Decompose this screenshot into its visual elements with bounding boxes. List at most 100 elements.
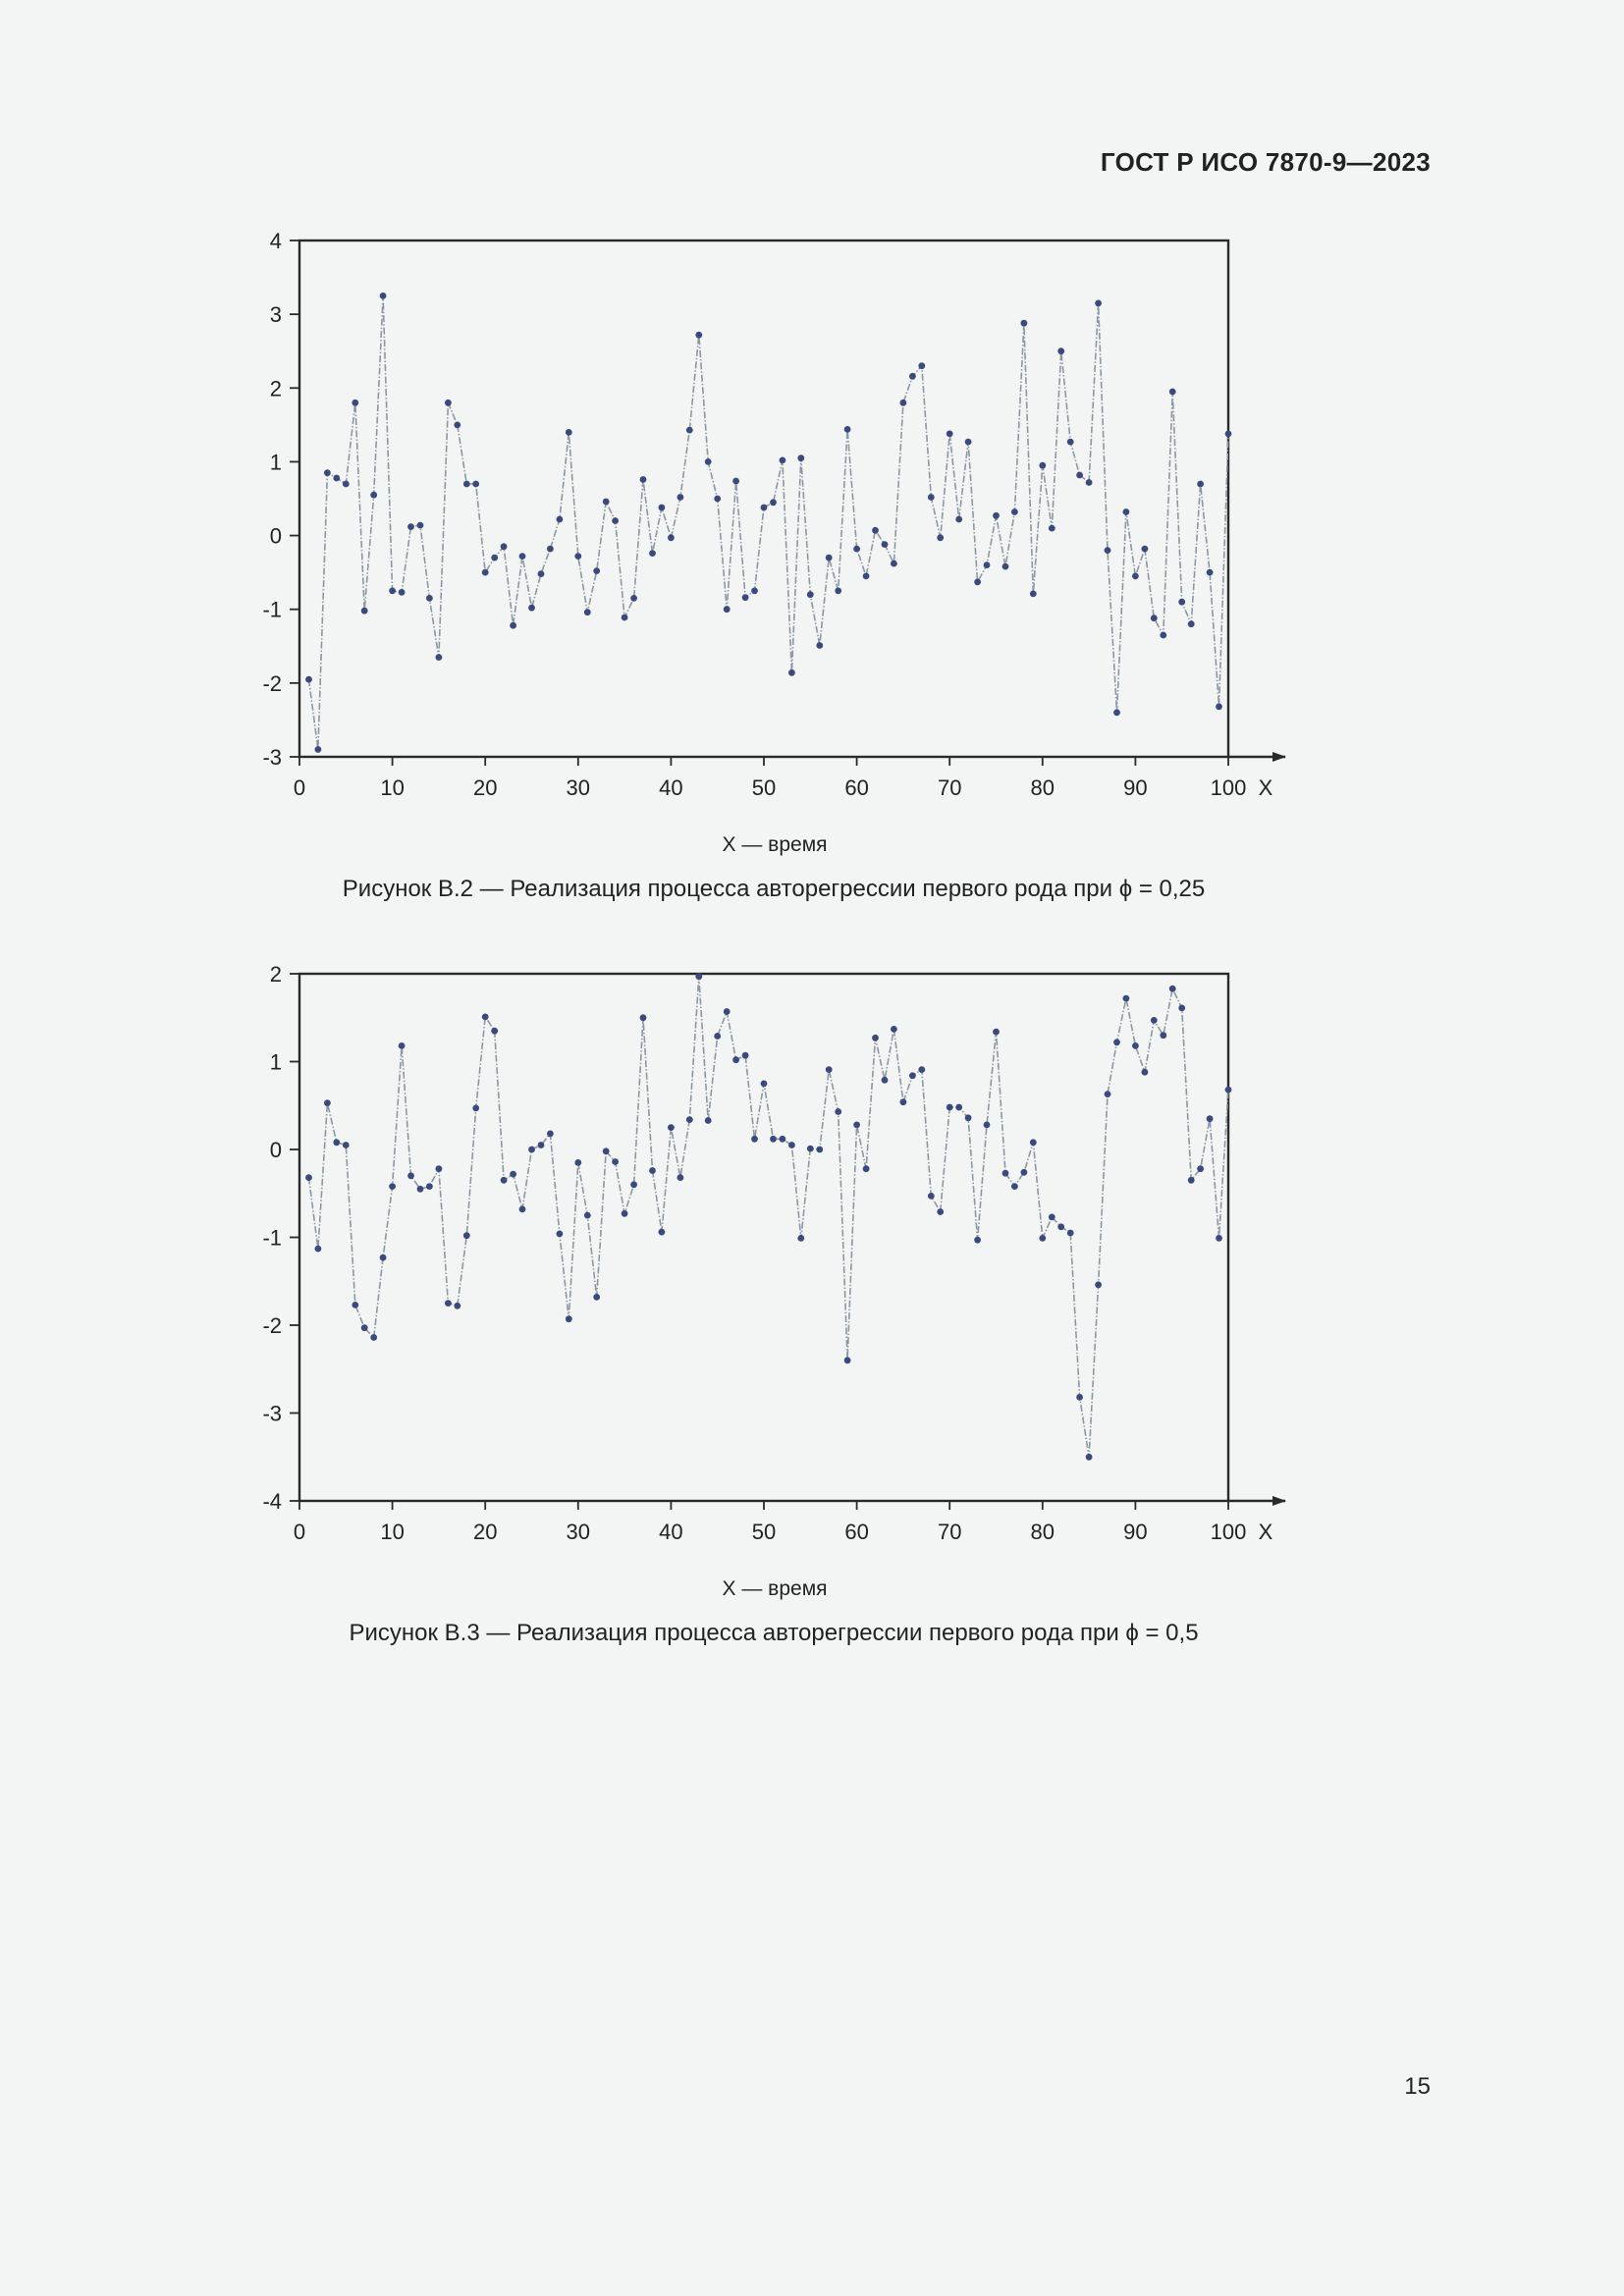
data-point xyxy=(685,426,693,434)
data-point xyxy=(1039,1235,1047,1242)
data-point xyxy=(937,534,945,542)
x-tick-label: 90 xyxy=(1123,1520,1147,1544)
y-tick-label: 1 xyxy=(270,450,282,474)
data-point xyxy=(407,1172,414,1180)
data-point xyxy=(389,587,396,595)
data-point xyxy=(983,1121,991,1129)
data-point xyxy=(891,560,897,567)
data-point xyxy=(964,1114,972,1122)
data-point xyxy=(1076,1394,1083,1401)
x-tick-label: 100 xyxy=(1211,1520,1247,1544)
data-point xyxy=(695,331,703,339)
x-tick-label: 50 xyxy=(752,1520,776,1544)
data-point xyxy=(1020,319,1028,327)
data-point xyxy=(416,521,424,529)
data-point xyxy=(779,1135,786,1143)
data-point xyxy=(639,476,647,483)
x-axis-letter: X xyxy=(1259,1520,1273,1544)
data-point xyxy=(955,1103,963,1111)
data-point xyxy=(481,568,489,576)
data-point xyxy=(621,1209,628,1217)
data-point xyxy=(760,504,768,511)
data-point xyxy=(583,1211,591,1219)
data-point xyxy=(1057,1223,1065,1231)
data-point xyxy=(1011,508,1018,515)
data-point xyxy=(872,526,879,534)
data-point xyxy=(342,1142,350,1148)
y-tick-label: 2 xyxy=(270,962,282,987)
data-point xyxy=(964,438,972,446)
data-point xyxy=(909,372,916,380)
data-point xyxy=(398,1042,406,1049)
data-point xyxy=(612,517,619,524)
data-point xyxy=(574,553,582,560)
data-point xyxy=(899,399,907,406)
data-point xyxy=(1150,614,1158,622)
data-point xyxy=(445,1300,452,1307)
data-point xyxy=(1122,994,1130,1002)
data-point xyxy=(1216,703,1222,711)
data-point xyxy=(723,606,731,614)
data-point xyxy=(324,1099,331,1106)
x-tick-label: 50 xyxy=(752,775,776,800)
data-point xyxy=(853,545,860,553)
y-tick-label: -3 xyxy=(262,745,282,770)
data-point xyxy=(891,1026,897,1033)
data-point xyxy=(649,1167,656,1174)
data-point xyxy=(537,570,545,577)
data-point xyxy=(974,1236,981,1244)
x-tick-label: 0 xyxy=(294,1520,305,1544)
data-point xyxy=(462,1232,470,1240)
data-point xyxy=(510,621,516,629)
x-tick-label: 20 xyxy=(473,1520,497,1544)
data-point xyxy=(732,477,739,485)
data-point xyxy=(853,1121,860,1129)
data-point xyxy=(797,1235,805,1242)
data-point xyxy=(1029,590,1037,598)
data-point xyxy=(1187,620,1195,628)
data-point xyxy=(714,495,722,503)
data-point xyxy=(677,494,684,501)
data-point xyxy=(1197,480,1204,488)
data-point xyxy=(843,426,851,433)
data-point xyxy=(1095,299,1102,307)
x-tick-label: 0 xyxy=(294,775,305,800)
x-axis-letter: X xyxy=(1259,775,1273,800)
x-tick-label: 80 xyxy=(1031,1520,1055,1544)
data-point xyxy=(685,1116,693,1123)
data-point xyxy=(1066,1229,1074,1237)
data-point xyxy=(547,1130,554,1138)
data-point xyxy=(937,1208,945,1215)
data-point xyxy=(612,1158,619,1165)
data-point xyxy=(816,1146,824,1153)
figure-caption: Рисунок В.2 — Реализация процесса авторе… xyxy=(343,876,1205,902)
x-tick-label: 70 xyxy=(938,1520,961,1544)
data-point xyxy=(630,1181,637,1189)
data-point xyxy=(602,1148,610,1155)
y-tick-label: -1 xyxy=(262,1226,282,1251)
data-point xyxy=(360,607,368,614)
y-tick-label: 0 xyxy=(270,1138,282,1162)
data-point xyxy=(862,572,870,580)
y-tick-label: -4 xyxy=(262,1489,282,1514)
data-point xyxy=(333,1139,341,1147)
data-point xyxy=(770,1135,777,1143)
data-point xyxy=(1011,1183,1018,1190)
x-axis-label: X — время xyxy=(723,1577,828,1600)
x-tick-label: 30 xyxy=(567,1520,590,1544)
data-point xyxy=(1085,1453,1093,1461)
data-point xyxy=(1206,568,1214,576)
data-point xyxy=(714,1033,722,1040)
data-point xyxy=(843,1357,851,1364)
data-point xyxy=(797,454,805,462)
data-point xyxy=(955,515,963,523)
figure-b3-chart: 210-1-2-3-40 10 20 30 40 50 60 70 80 90 100 XX — вр… xyxy=(262,962,1286,1646)
data-point xyxy=(565,429,572,436)
data-point xyxy=(872,1034,879,1041)
data-point xyxy=(518,553,526,560)
data-point xyxy=(565,1315,572,1323)
data-point xyxy=(751,587,758,595)
data-point xyxy=(1132,1042,1139,1049)
data-point xyxy=(1085,479,1093,486)
